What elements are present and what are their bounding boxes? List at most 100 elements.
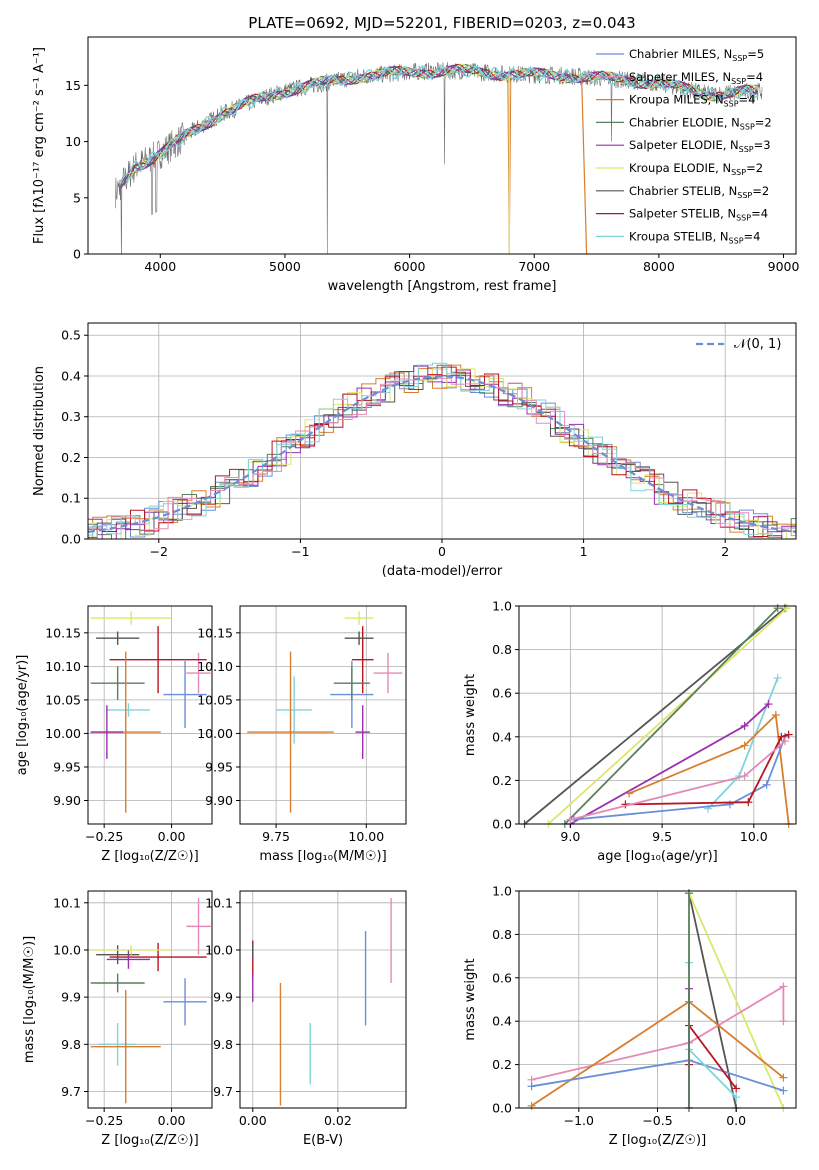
- axes-frame: [518, 605, 797, 825]
- weight-line: [707, 677, 779, 810]
- y-tick-label: 10.15: [197, 625, 233, 640]
- weight-line: [564, 607, 779, 825]
- plot-area: [115, 62, 763, 254]
- x-tick-label: 10.00: [348, 829, 384, 844]
- y-axis-label: mass weight: [463, 674, 478, 756]
- histogram-series: [88, 375, 796, 539]
- spectrum-model: [119, 65, 758, 183]
- weight-line: [547, 607, 788, 825]
- histogram-series: [88, 364, 796, 539]
- spectrum-model: [120, 64, 758, 189]
- y-tick-label: 0.2: [492, 773, 512, 788]
- weight-line: [628, 713, 790, 825]
- weight-line: [625, 733, 789, 806]
- x-axis-label: mass [log₁₀(M/M☉)]: [259, 849, 386, 864]
- y-tick-label: 9.95: [205, 759, 233, 774]
- chart-weight-vs-age: 9.0 9.5 10.0 0.0 0.2 0.4 0.6 0.8 1.0 age [log₁₀(a…: [463, 599, 797, 864]
- x-axis-label: wavelength [Angstrom, rest frame]: [328, 279, 557, 294]
- y-tick-label: 10.1: [205, 895, 233, 910]
- x-tick-label: 8000: [643, 259, 675, 274]
- y-tick-label: 10.1: [53, 895, 81, 910]
- legend-entry: Chabrier ELODIE, NSSP=2: [629, 115, 772, 131]
- normal-curve: [88, 375, 796, 533]
- y-tick-label: 10.10: [45, 659, 81, 674]
- plot-area: [527, 889, 788, 1112]
- x-tick-label: 10.0: [740, 829, 768, 844]
- x-tick-label: 5000: [269, 259, 301, 274]
- plot-area: [247, 611, 403, 813]
- x-tick-label: 0.00: [239, 1113, 267, 1128]
- y-tick-label: 9.9: [61, 990, 81, 1005]
- weight-line: [573, 736, 786, 821]
- x-tick-label: −2: [150, 544, 168, 559]
- y-tick-label: 9.8: [61, 1037, 81, 1052]
- plot-area: [90, 898, 211, 1104]
- y-tick-label: 0.6: [492, 686, 512, 701]
- y-tick-label: 9.7: [61, 1084, 81, 1099]
- y-tick-label: 0.2: [492, 1057, 512, 1072]
- weight-line: [531, 984, 785, 1081]
- chart-mass-vs-Z: −0.25 0.00 9.7 9.8 9.9 10.0 10.1 Z [log₁₀(Z/Z☉)…: [22, 890, 213, 1148]
- legend-entry: Kroupa MILES, NSSP=4: [629, 93, 755, 109]
- y-tick-label: 10.00: [45, 726, 81, 741]
- y-tick-label: 0.8: [492, 927, 512, 942]
- x-tick-label: −0.25: [85, 1113, 123, 1128]
- y-tick-label: 15: [65, 78, 81, 93]
- chart-age-vs-Z: −0.25 0.00 9.90 9.95 10.00 10.05 10.10 10.15 Z […: [15, 605, 213, 864]
- legend-entry: 𝒩(0, 1): [734, 337, 781, 352]
- y-tick-label: 10.00: [197, 726, 233, 741]
- y-tick-label: 1.0: [492, 884, 512, 899]
- x-axis-label: (data-model)/error: [382, 564, 503, 579]
- x-tick-label: 7000: [518, 259, 550, 274]
- axes-frame: [87, 605, 213, 825]
- x-tick-label: 0.00: [158, 829, 186, 844]
- x-tick-label: 1: [580, 544, 588, 559]
- y-tick-label: 0.3: [61, 409, 81, 424]
- y-axis-label: mass [log₁₀(M/M☉)]: [22, 936, 37, 1063]
- y-tick-label: 0: [73, 247, 81, 262]
- y-axis-label: Normed distribution: [32, 366, 47, 496]
- y-tick-label: 9.90: [205, 793, 233, 808]
- x-axis-label: Z [log₁₀(Z/Z☉)]: [609, 1133, 706, 1148]
- x-tick-label: −0.5: [642, 1113, 672, 1128]
- weight-line: [688, 893, 738, 1109]
- x-tick-label: −1.0: [564, 1113, 594, 1128]
- axes-frame: [87, 36, 797, 255]
- y-tick-label: 10.05: [45, 692, 81, 707]
- chart-residuals: −2 −1 0 1 2 0.0 0.1 0.2 0.3 0.4 0.5 (data-model)/er…: [32, 322, 797, 579]
- x-tick-label: 9.0: [560, 829, 580, 844]
- legend-entry: Salpeter ELODIE, NSSP=3: [629, 138, 771, 154]
- x-tick-label: 9000: [768, 259, 800, 274]
- legend-entry: Kroupa ELODIE, NSSP=2: [629, 161, 763, 177]
- y-tick-label: 9.95: [53, 759, 81, 774]
- chart-mass-vs-ebv: 0.00 0.02 9.7 9.8 9.9 10.0 10.1 E(B-V): [205, 890, 407, 1148]
- axes-frame: [239, 890, 407, 1109]
- y-tick-label: 0.4: [492, 1014, 512, 1029]
- y-tick-label: 0.0: [492, 1101, 512, 1116]
- x-tick-label: 2: [721, 544, 729, 559]
- spectrum-model: [120, 63, 758, 182]
- y-tick-label: 10.0: [53, 942, 81, 957]
- histogram-series: [88, 362, 796, 539]
- model-drop: [581, 76, 588, 254]
- histogram-series: [88, 364, 796, 539]
- x-tick-label: 9.75: [262, 829, 290, 844]
- y-axis-label: Flux [fλ10⁻¹⁷ erg cm⁻² s⁻¹ A⁻¹]: [32, 47, 47, 244]
- legend-entry: Salpeter MILES, NSSP=4: [629, 70, 763, 86]
- y-tick-label: 0.5: [61, 328, 81, 343]
- y-tick-label: 0.4: [61, 368, 81, 383]
- y-tick-label: 1.0: [492, 599, 512, 614]
- plot-area: [90, 611, 211, 813]
- chart-weight-vs-Z: −1.0 −0.5 0.0 0.0 0.2 0.4 0.6 0.8 1.0 Z [log₁₀(Z/…: [463, 884, 797, 1148]
- y-tick-label: 10.10: [197, 659, 233, 674]
- y-tick-label: 0.0: [492, 817, 512, 832]
- y-axis-label: mass weight: [463, 958, 478, 1040]
- x-tick-label: 0.0: [726, 1113, 746, 1128]
- y-tick-label: 9.7: [213, 1084, 233, 1099]
- x-axis-label: age [log₁₀(age/yr)]: [597, 849, 718, 864]
- x-tick-label: −1: [291, 544, 309, 559]
- y-tick-label: 5: [73, 190, 81, 205]
- y-axis-label: age [log₁₀(age/yr)]: [15, 655, 30, 776]
- y-tick-label: 9.9: [213, 990, 233, 1005]
